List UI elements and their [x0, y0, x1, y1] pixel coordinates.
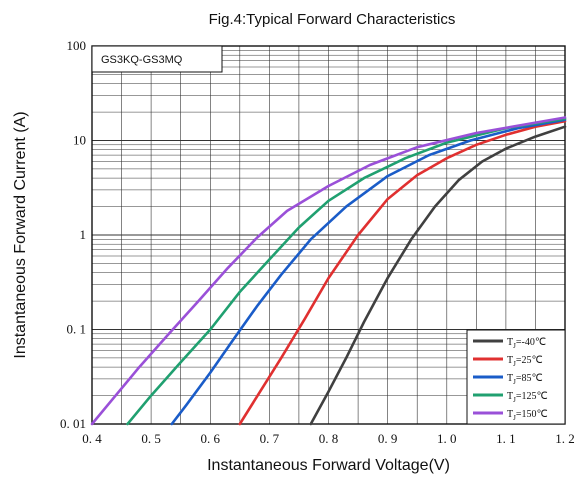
y-tick-labels: 0. 01 0. 1 1 10 100 — [60, 38, 86, 431]
series-layer — [90, 116, 567, 426]
part-label: GS3KQ-GS3MQ — [101, 54, 183, 66]
x-tick-label: 0. 9 — [378, 431, 398, 446]
x-tick-label: 0. 6 — [201, 431, 221, 446]
y-tick-label: 10 — [73, 133, 86, 148]
legend-label: TJ=25℃ — [507, 355, 543, 368]
series-line-4 — [90, 116, 567, 426]
x-tick-labels: 0. 4 0. 5 0. 6 0. 7 0. 8 0. 9 1. 0 1. 1 1. 2 — [82, 431, 575, 446]
legend: TJ=-40℃ TJ=25℃ TJ=85℃ TJ=125℃ TJ=150℃ — [466, 329, 566, 425]
series-line-3 — [126, 117, 567, 426]
x-tick-label: 0. 4 — [82, 431, 102, 446]
x-tick-label: 1. 1 — [496, 431, 516, 446]
x-tick-label: 0. 8 — [319, 431, 339, 446]
legend-label: TJ=85℃ — [507, 373, 543, 386]
chart-title: Fig.4:Typical Forward Characteristics — [209, 11, 456, 28]
y-tick-label: 1 — [80, 227, 87, 242]
y-tick-label: 0. 1 — [67, 322, 87, 337]
legend-label: TJ=125℃ — [507, 391, 548, 404]
series-line-0 — [309, 125, 567, 426]
y-tick-label: 100 — [67, 38, 87, 53]
y-tick-label: 0. 01 — [60, 416, 86, 431]
series-line-2 — [170, 118, 567, 426]
legend-label: TJ=-40℃ — [507, 337, 546, 350]
part-label-frame — [91, 45, 223, 73]
x-axis-label: Instantaneous Forward Voltage(V) — [207, 457, 450, 474]
x-tick-label: 0. 7 — [260, 431, 280, 446]
legend-label: TJ=150℃ — [507, 409, 548, 422]
x-tick-label: 0. 5 — [141, 431, 161, 446]
y-axis-label: Instantaneous Forward Current (A) — [12, 111, 29, 358]
x-tick-label: 1. 2 — [555, 431, 575, 446]
legend-items: TJ=-40℃ TJ=25℃ TJ=85℃ TJ=125℃ TJ=150℃ — [473, 337, 548, 422]
part-label-box: GS3KQ-GS3MQ — [91, 45, 223, 73]
series-line-1 — [238, 119, 567, 426]
x-tick-label: 1. 0 — [437, 431, 457, 446]
plot-frame — [91, 45, 566, 425]
